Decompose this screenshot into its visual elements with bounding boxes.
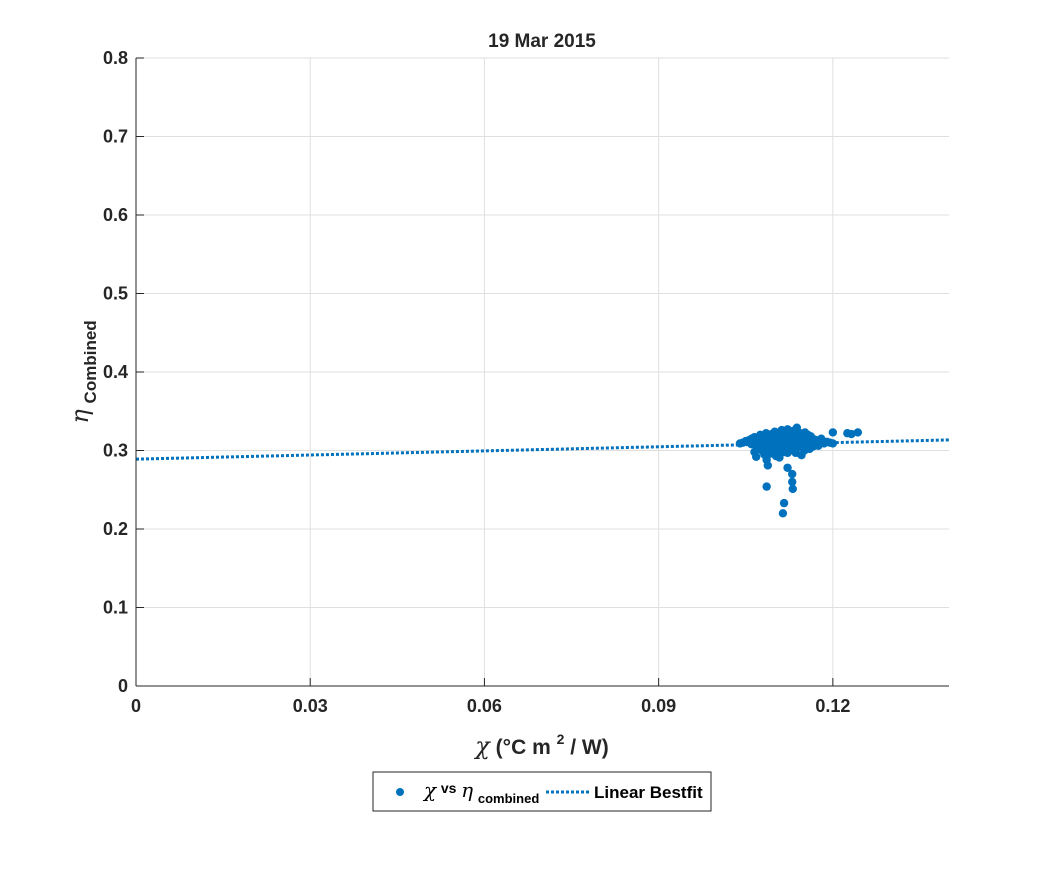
- scatter-point-83: [853, 428, 863, 437]
- legend: χ vs η combined Linear Bestfit: [372, 771, 712, 812]
- scatter-point-102: [788, 477, 797, 487]
- y-tick-label-3: 0.3: [103, 441, 128, 461]
- x-axis-label-tail: / W): [570, 736, 608, 759]
- scatter-point-80: [828, 439, 838, 448]
- scatter-point-101: [788, 469, 797, 479]
- y-tick-label-7: 0.7: [103, 127, 128, 147]
- scatter-point-86: [763, 443, 772, 453]
- scatter-point-94: [795, 440, 804, 449]
- legend-scatter-sub: combined: [478, 791, 539, 806]
- scatter-point-93: [791, 448, 800, 458]
- y-axis-label-sub: Combined: [81, 320, 100, 403]
- chart-title: 19 Mar 2015: [488, 31, 596, 52]
- x-tick-label-1: 0.03: [293, 696, 328, 716]
- legend-scatter-vs: vs: [441, 780, 457, 796]
- scatter-point-95: [800, 446, 809, 455]
- tick-labels: 0 0.03 0.06 0.09 0.12 0 0.1 0.2 0.3 0.4 0.5 0.6 0.7 0…: [103, 48, 850, 716]
- x-tick-label-2: 0.06: [467, 696, 502, 716]
- scatter-point-99: [779, 498, 789, 508]
- x-axis-label: χ (°C m 2 / W): [473, 726, 608, 760]
- x-axis-label-sup: 2: [557, 731, 565, 747]
- y-tick-label-5: 0.5: [103, 284, 128, 304]
- scatter-point-6: [747, 440, 756, 449]
- x-tick-label-4: 0.12: [815, 696, 850, 716]
- axes: [135, 57, 949, 687]
- legend-scatter-marker: [396, 788, 404, 796]
- y-tick-label-6: 0.6: [103, 205, 128, 225]
- scatter-point-18: [763, 461, 773, 470]
- scatter-point-98: [778, 509, 788, 518]
- legend-scatter-symbol: χ: [422, 778, 438, 802]
- legend-line-label: Linear Bestfit: [594, 783, 703, 802]
- legend-scatter-symbol2: η: [461, 778, 473, 802]
- scatter-point-96: [762, 482, 771, 491]
- x-tick-label-3: 0.09: [641, 696, 676, 716]
- y-axis-label-symbol: η: [66, 409, 94, 424]
- x-axis-label-symbol: χ: [473, 732, 491, 760]
- y-tick-label-0: 0: [118, 676, 128, 696]
- y-tick-label-2: 0.2: [103, 519, 128, 539]
- x-tick-label-0: 0: [131, 696, 141, 716]
- x-axis-label-text: (°C m: [496, 736, 551, 759]
- legend-box: [372, 771, 712, 812]
- scatter-point-82: [847, 429, 856, 439]
- scatter-points-group: [735, 423, 863, 518]
- scatter-point-8: [752, 452, 761, 461]
- y-tick-label-8: 0.8: [103, 48, 128, 68]
- y-tick-label-1: 0.1: [103, 598, 128, 618]
- scatter-point-79: [828, 428, 838, 437]
- scatter-point-97: [775, 453, 784, 462]
- grid: [136, 57, 949, 686]
- scatter-point-103: [788, 484, 797, 494]
- legend-scatter-label: χ vs η combined: [422, 778, 539, 806]
- y-tick-label-4: 0.4: [103, 362, 128, 382]
- scatter-point-100: [783, 463, 792, 472]
- scatter-point-84: [753, 444, 762, 454]
- y-axis-label: η Combined: [66, 320, 100, 423]
